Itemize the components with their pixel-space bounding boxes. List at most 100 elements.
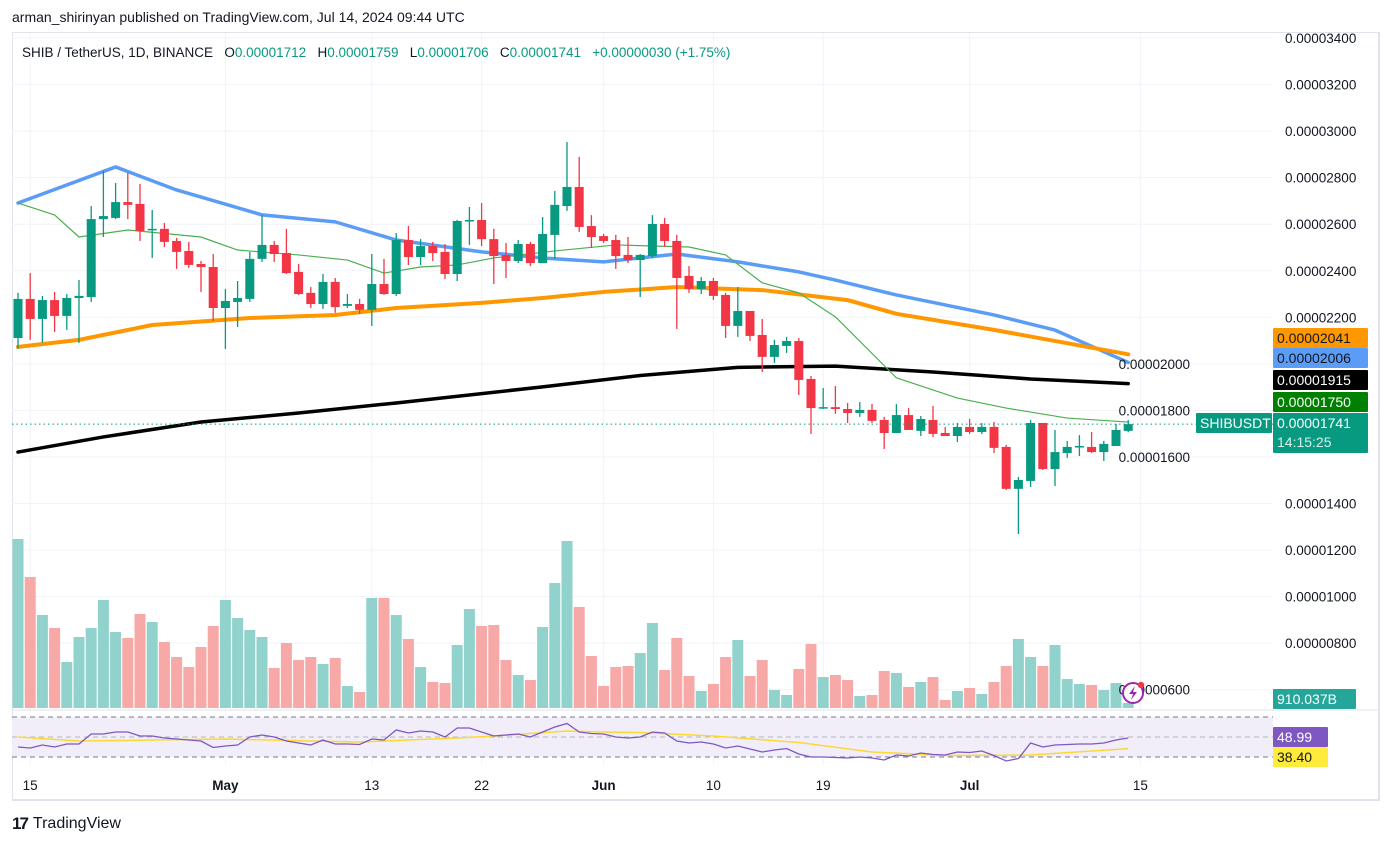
volume-bar [646, 623, 658, 708]
candle-body [318, 281, 328, 305]
tradingview-logo-text: TradingView [32, 815, 121, 832]
ma-black-price-badge: 0.00001915 [1273, 370, 1368, 390]
candle-body [1087, 446, 1097, 453]
volume-bar [439, 683, 451, 708]
volume-bar [207, 626, 219, 708]
candle [403, 226, 413, 265]
candle-body [25, 298, 35, 319]
ma-orange-price-badge: 0.00002041 [1273, 328, 1368, 348]
volume-bar [964, 688, 976, 708]
candle-body [733, 311, 743, 326]
volume-bar [1122, 702, 1134, 708]
candle-body [586, 226, 596, 238]
candle [550, 190, 560, 259]
candle [1099, 440, 1109, 461]
candle [525, 241, 535, 267]
candle [562, 142, 572, 211]
axes: 0.00003400 0.00003200 0.00003000 0.00002800… [23, 31, 1357, 793]
rsi-ma-line [17, 730, 1129, 757]
high-label: H [317, 45, 328, 60]
candle-body [928, 419, 938, 434]
candle-body [611, 240, 621, 257]
candle-body [782, 341, 792, 346]
price-axis-label: 0.00001800 [1119, 403, 1190, 418]
candle [696, 277, 706, 295]
candle [660, 217, 670, 248]
time-axis-label: Jul [960, 778, 980, 793]
price-axis-label: 0.00001400 [1285, 497, 1356, 512]
candle-body [867, 409, 877, 421]
volume-badge: 910.037B [1273, 689, 1356, 709]
rsi-lines [17, 722, 1129, 762]
candle-body [916, 419, 926, 431]
ma-blue-price-badge: 0.00002006 [1273, 348, 1368, 368]
candle-body [1050, 452, 1060, 470]
volume-bar [829, 675, 841, 708]
candle-body [257, 244, 267, 259]
volume-bar [573, 607, 585, 708]
candle [416, 239, 426, 265]
candle-body [599, 236, 609, 241]
candle [379, 258, 389, 295]
volume-bar [976, 694, 988, 708]
low-label: L [409, 45, 418, 60]
candle [1026, 419, 1036, 487]
time-axis-label: 10 [706, 778, 721, 793]
candle-body [477, 220, 487, 240]
volume-bar [805, 644, 817, 708]
last-price-badge: 0.00001741 14:15:25 [1273, 413, 1368, 453]
candle [391, 233, 401, 296]
candle-body [1038, 422, 1048, 470]
volume-bar [36, 615, 48, 708]
rsi-badge: 48.99 [1273, 727, 1328, 747]
lightning-icon[interactable] [1122, 681, 1145, 704]
candle [269, 240, 279, 262]
candle [281, 228, 291, 275]
candle [37, 295, 47, 343]
symbol-tag: SHIBUSDT [1196, 413, 1272, 433]
candle-body [367, 284, 377, 310]
candle [1062, 440, 1072, 458]
tradingview-logo[interactable]: 17 TradingView [12, 814, 121, 834]
candle-body [98, 216, 108, 220]
candle-body [440, 251, 450, 275]
price-axis-label: 0.00001200 [1285, 543, 1356, 558]
candle [1123, 419, 1133, 433]
rsi-line [17, 722, 1129, 762]
candle [111, 183, 121, 220]
candle [977, 422, 987, 434]
candle-body [330, 281, 340, 308]
volume-bar [622, 666, 634, 708]
candle-body [855, 409, 865, 413]
time-axis-label: Jun [592, 778, 616, 793]
bar-countdown: 14:15:25 [1277, 434, 1332, 450]
volume-bar [1073, 684, 1085, 708]
volume-bar [427, 682, 439, 708]
candle-body [416, 246, 426, 258]
volume-bar [549, 583, 561, 708]
candle [159, 223, 169, 248]
symbol-title[interactable]: SHIB / TetherUS, 1D, BINANCE [22, 45, 214, 60]
candle-body [208, 267, 218, 308]
candle-body [757, 334, 767, 357]
price-axis-label: 0.00002200 [1285, 310, 1356, 325]
candle [342, 294, 352, 308]
volume-bar [1110, 683, 1122, 708]
candle [1074, 435, 1084, 457]
volume-bar [134, 614, 146, 708]
candle-body [989, 426, 999, 448]
candle [123, 172, 133, 220]
candle [62, 294, 72, 330]
volume-bar [354, 692, 366, 708]
candle-body [172, 240, 182, 252]
volume-bar [378, 598, 390, 708]
candle [13, 292, 23, 349]
candle [1087, 432, 1097, 453]
price-axis-label: 0.00002600 [1285, 217, 1356, 232]
price-axis-label: 0.00002000 [1119, 357, 1190, 372]
candle-body [965, 426, 975, 433]
price-axis-label: 0.00003400 [1285, 31, 1356, 46]
candle [306, 287, 316, 308]
volume-bar [951, 691, 963, 708]
